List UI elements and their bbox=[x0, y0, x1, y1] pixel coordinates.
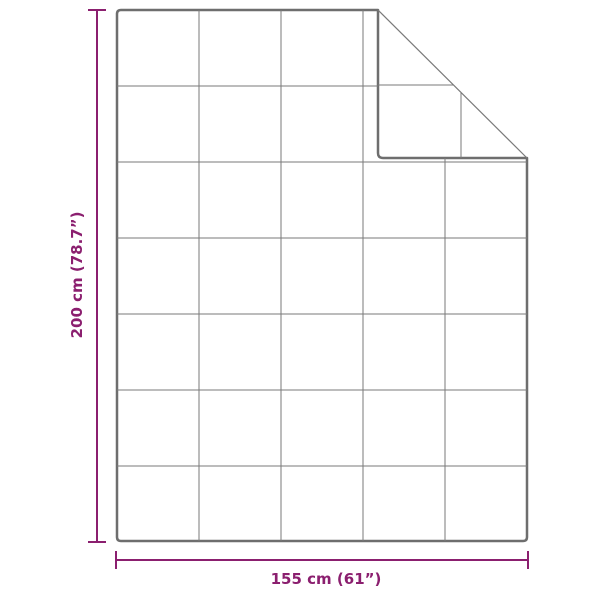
height-dimension-line bbox=[88, 9, 106, 543]
width-dimension-line bbox=[115, 551, 529, 569]
quilt-grid bbox=[117, 10, 527, 541]
blanket-outline bbox=[115, 8, 529, 543]
height-label: 200 cm (78.7”) bbox=[68, 211, 86, 339]
folded-corner bbox=[377, 9, 528, 159]
width-label: 155 cm (61”) bbox=[270, 570, 382, 588]
